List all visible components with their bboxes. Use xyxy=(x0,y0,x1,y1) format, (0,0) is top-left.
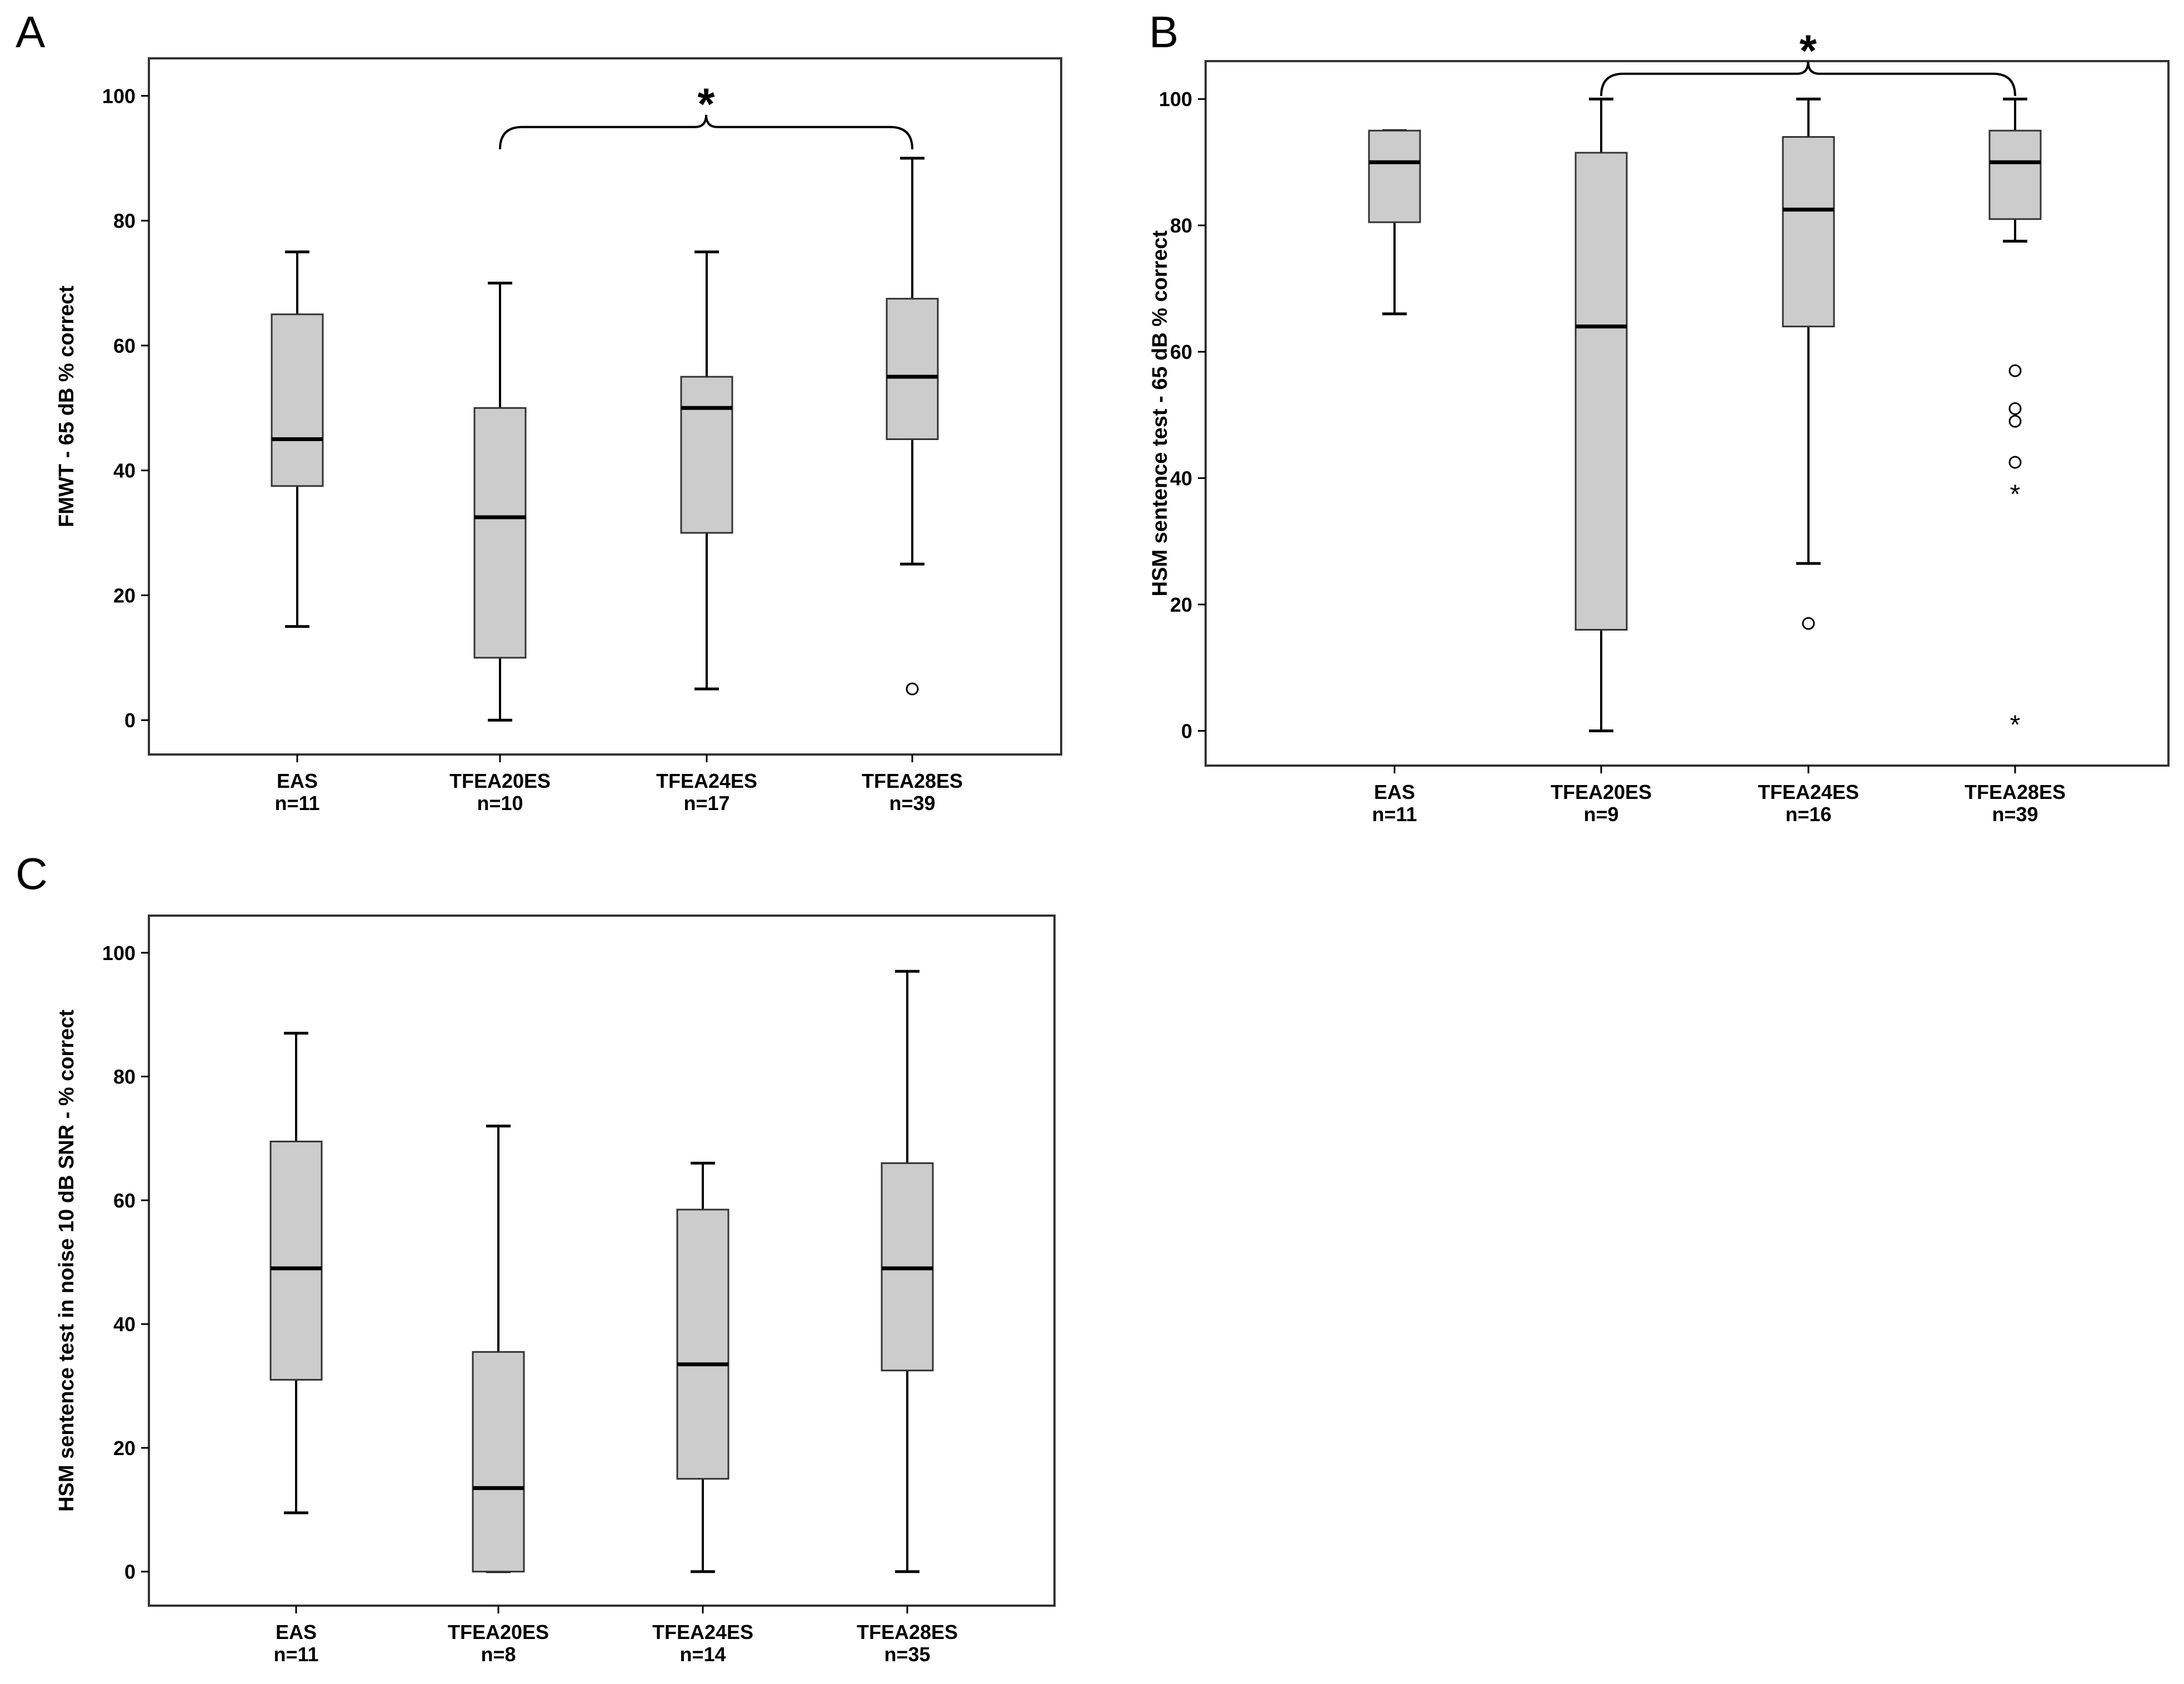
y-tick-label-b: 100 xyxy=(1159,88,1192,111)
iqr-box-c xyxy=(472,1351,525,1573)
y-tick-label-b: 0 xyxy=(1181,719,1192,742)
category-label-c: TFEA28ES xyxy=(857,1621,958,1643)
significance-star-b: * xyxy=(1800,26,1817,76)
sample-size-label-b: n=9 xyxy=(1583,803,1618,826)
y-axis-title-b: HSM sentence test - 65 dB % correct xyxy=(1148,230,1172,596)
outlier-point-b xyxy=(1802,617,1815,630)
sample-size-label-c: n=8 xyxy=(481,1643,516,1666)
y-tick-label-a: 20 xyxy=(113,584,136,607)
iqr-box-c xyxy=(676,1208,729,1480)
category-label-a: TFEA24ES xyxy=(656,769,757,792)
y-axis-title-c: HSM sentence test in noise 10 dB SNR - %… xyxy=(55,1010,78,1512)
extreme-point-b: * xyxy=(2010,711,2021,740)
sample-size-label-a: n=11 xyxy=(274,792,319,814)
sample-size-label-a: n=17 xyxy=(683,792,729,814)
iqr-box-a xyxy=(680,376,733,534)
y-tick-label-c: 0 xyxy=(124,1561,136,1583)
panel-letter-b: B xyxy=(1149,7,1178,57)
category-label-a: TFEA28ES xyxy=(862,769,963,792)
iqr-box-c xyxy=(269,1141,323,1381)
category-label-a: EAS xyxy=(277,769,318,792)
sample-size-label-c: n=14 xyxy=(679,1643,726,1666)
y-tick-label-a: 0 xyxy=(124,709,136,732)
outlier-point-b xyxy=(2008,414,2022,428)
panel-letter-a: A xyxy=(16,7,46,57)
category-label-a: TFEA20ES xyxy=(449,769,551,792)
outlier-point-b xyxy=(2008,456,2022,469)
category-label-c: EAS xyxy=(276,1621,317,1643)
category-label-c: TFEA24ES xyxy=(652,1621,753,1643)
category-label-b: TFEA24ES xyxy=(1758,781,1859,803)
iqr-box-a xyxy=(271,313,324,487)
outlier-point-b xyxy=(2008,402,2022,415)
y-tick-label-b: 20 xyxy=(1170,593,1192,616)
y-tick-label-a: 80 xyxy=(113,209,136,232)
sample-size-label-a: n=39 xyxy=(889,792,935,814)
sample-size-label-b: n=16 xyxy=(1785,803,1831,826)
y-tick-label-b: 40 xyxy=(1170,467,1192,490)
significance-star-a: * xyxy=(697,79,715,129)
y-tick-label-c: 80 xyxy=(113,1066,136,1088)
y-axis-title-a: FMWT - 65 dB % correct xyxy=(55,286,78,527)
y-tick-label-c: 40 xyxy=(113,1313,136,1336)
y-tick-label-c: 100 xyxy=(102,942,136,965)
chart-panel-b: 0 20 40 60 80 100 HSM sentence test - 65 dB % … xyxy=(1148,26,2170,826)
y-tick-label-b: 80 xyxy=(1170,214,1192,237)
y-tick-label-a: 100 xyxy=(102,84,136,107)
iqr-box-a xyxy=(473,407,527,659)
y-tick-label-c: 60 xyxy=(113,1189,136,1212)
y-tick-label-a: 60 xyxy=(113,334,136,357)
extreme-point-b: * xyxy=(2010,480,2021,509)
iqr-box-b xyxy=(1575,152,1628,631)
outlier-point-a xyxy=(906,682,919,696)
iqr-box-a xyxy=(886,298,939,440)
sample-size-label-a: n=10 xyxy=(477,792,523,814)
y-tick-label-c: 20 xyxy=(113,1437,136,1460)
plot-frame-a xyxy=(148,57,1062,756)
iqr-box-b xyxy=(1782,136,1835,328)
sample-size-label-b: n=11 xyxy=(1372,803,1417,826)
category-label-c: TFEA20ES xyxy=(448,1621,549,1643)
sample-size-label-b: n=39 xyxy=(1992,803,2038,826)
plot-frame-c xyxy=(148,915,1056,1607)
sample-size-label-c: n=11 xyxy=(273,1643,318,1666)
panel-letter-c: C xyxy=(16,849,48,898)
y-tick-label-b: 60 xyxy=(1170,341,1192,363)
category-label-b: TFEA20ES xyxy=(1551,781,1652,803)
iqr-box-b xyxy=(1368,129,1421,223)
y-tick-label-a: 40 xyxy=(113,459,136,482)
plot-frame-b xyxy=(1205,60,2170,767)
sample-size-label-c: n=35 xyxy=(884,1643,930,1666)
category-label-b: TFEA28ES xyxy=(1965,781,2066,803)
iqr-box-b xyxy=(1988,129,2042,220)
category-label-b: EAS xyxy=(1374,781,1415,803)
chart-panel-c: 0 20 40 60 80 100 HSM sentence test in noise 1… xyxy=(55,915,1056,1666)
outlier-point-b xyxy=(2008,364,2022,377)
